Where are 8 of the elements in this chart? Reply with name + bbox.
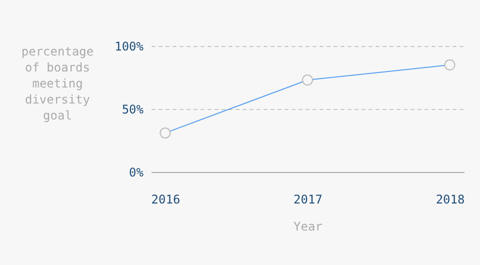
- x-tick-label: 2017: [294, 192, 322, 206]
- x-tick-label: 2016: [151, 192, 180, 206]
- y-axis-title: percentage of boards meeting diversity goal: [21, 44, 94, 122]
- y-tick-label: 100%: [114, 40, 144, 54]
- x-axis-title: Year: [294, 220, 322, 234]
- y-tick-label: 50%: [122, 102, 144, 116]
- y-tick-label: 0%: [129, 166, 144, 180]
- x-tick-label: 2018: [436, 192, 465, 206]
